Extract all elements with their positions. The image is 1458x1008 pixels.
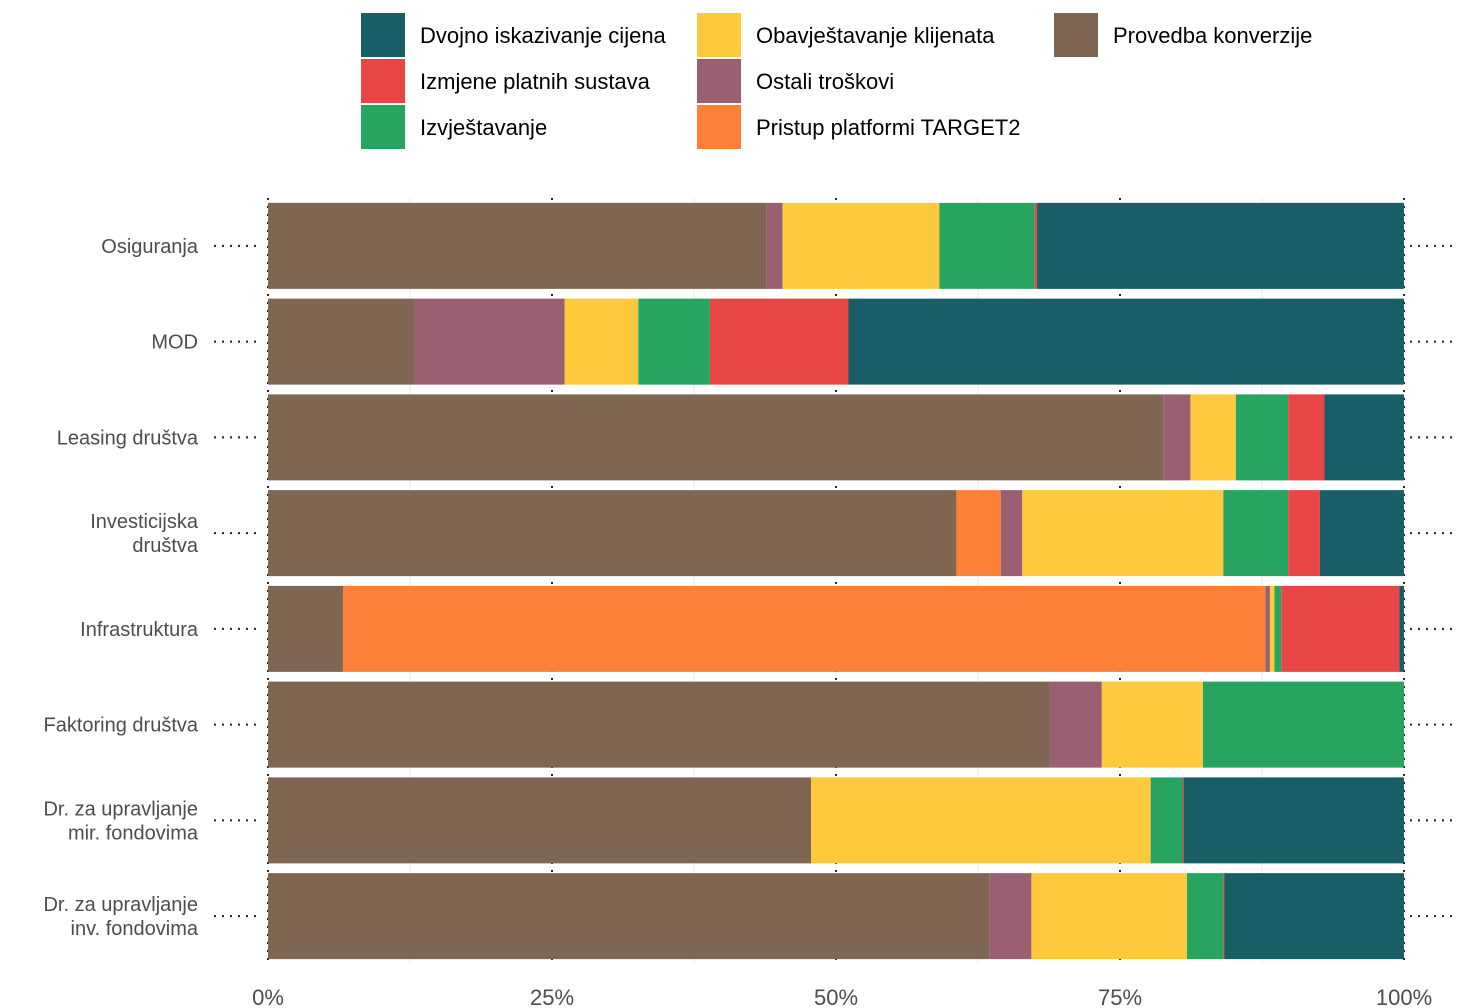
category-label-line: Osiguranja [101,236,199,258]
bar-segment-dvojno-iskazivanje-cijena [1037,202,1404,289]
x-tick-label: 50% [814,985,858,1008]
category-label-line: društva [132,535,198,557]
bar-segment-provedba-konverzije [268,202,767,289]
bar-segment-obavjestavanje-klijenata [811,777,1151,864]
bar-segment-obavjestavanje-klijenata [1190,394,1236,481]
bar-segment-dvojno-iskazivanje-cijena [848,298,1404,385]
bar-segment-ostali-troskovi [1000,490,1023,577]
x-tick-label: 25% [530,985,574,1008]
category-label-line: Dr. za upravljanje [43,798,198,820]
legend: Dvojno iskazivanje cijena Izmjene platnih… [361,13,1312,149]
bar-segment-ostali-troskovi [414,298,565,385]
category-label: MOD [151,332,198,354]
legend-label: Provedba konverzije [1113,23,1312,48]
bar-segment-izmjene-platnih-sustava [1223,873,1225,960]
bar-segment-obavjestavanje-klijenata [782,202,940,289]
bar-segment-izvjestavanje [1202,681,1404,768]
bar-segment-izmjene-platnih-sustava [1182,777,1184,864]
category-label: Dr. za upravljanje mir. fondovima [43,798,198,844]
category-label: Investicijska društva [90,511,199,557]
category-label: Leasing društva [57,427,199,449]
bar-segment-provedba-konverzije [268,681,1050,768]
x-tick-label: 0% [252,985,284,1008]
category-label-line: Investicijska [90,511,199,533]
bar-segment-dvojno-iskazivanje-cijena [1324,394,1404,481]
bar-segment-izmjene-platnih-sustava [1288,394,1325,481]
bar-segment-dvojno-iskazivanje-cijena [1224,873,1404,960]
legend-key-izvjestavanje [361,105,405,149]
legend-key-izmjene-platnih-sustava [361,59,405,103]
bar-segment-provedba-konverzije [268,394,1164,481]
category-label-line: Infrastruktura [80,619,199,641]
bar-segment-obavjestavanje-klijenata [564,298,639,385]
x-tick-label: 75% [1098,985,1142,1008]
bar-segment-ostali-troskovi [1049,681,1102,768]
legend-label: Izmjene platnih sustava [420,69,651,94]
bar-segment-provedba-konverzije [268,873,990,960]
bar-segment-provedba-konverzije [268,585,343,672]
legend-key-provedba-konverzije [1054,13,1098,57]
legend-key-dvojno-iskazivanje-cijena [361,13,405,57]
category-label: Osiguranja [101,236,199,258]
bar-segment-dvojno-iskazivanje-cijena [1183,777,1404,864]
legend-label: Obavještavanje klijenata [756,23,995,48]
axes: Osiguranja MOD Leasing društva Investicijsk… [43,236,1458,1008]
bar-segment-obavjestavanje-klijenata [1031,873,1188,960]
category-label-line: mir. fondovima [68,822,199,844]
bar-segment-izvjestavanje [1235,394,1289,481]
legend-label: Dvojno iskazivanje cijena [420,23,667,48]
legend-label: Izvještavanje [420,115,547,140]
bar-segment-izvjestavanje [1150,777,1183,864]
bar-segment-obavjestavanje-klijenata [1269,585,1275,672]
legend-key-pristup-platformi-target2 [697,105,741,149]
bar-segment-ostali-troskovi [766,202,783,289]
bar-segment-provedba-konverzije [268,777,812,864]
bars [268,202,1404,960]
bar-segment-obavjestavanje-klijenata [1101,681,1203,768]
bar-segment-dvojno-iskazivanje-cijena [1399,585,1404,672]
category-label-line: Leasing društva [57,427,199,449]
bar-segment-pristup-platformi-target2 [342,585,1266,672]
legend-label: Ostali troškovi [756,69,894,94]
bar-segment-izvjestavanje [1274,585,1282,672]
category-label-line: Dr. za upravljanje [43,894,198,916]
bar-segment-izmjene-platnih-sustava [709,298,849,385]
category-label-line: inv. fondovima [71,918,199,940]
bar-segment-izvjestavanje [1223,490,1289,577]
bar-segment-izvjestavanje [638,298,710,385]
bar-segment-provedba-konverzije [268,298,415,385]
bar-segment-izmjene-platnih-sustava [1281,585,1400,672]
category-label: Infrastruktura [80,619,199,641]
legend-key-ostali-troskovi [697,59,741,103]
bar-segment-ostali-troskovi [989,873,1032,960]
bar-segment-ostali-troskovi [1265,585,1270,672]
category-label-line: MOD [151,332,198,354]
bar-segment-provedba-konverzije [268,490,957,577]
bar-segment-izmjene-platnih-sustava [1034,202,1038,289]
x-tick-label: 100% [1376,985,1432,1008]
legend-label: Pristup platformi TARGET2 [756,115,1020,140]
category-label: Faktoring društva [43,715,198,737]
bar-segment-obavjestavanje-klijenata [1022,490,1224,577]
bar-segment-dvojno-iskazivanje-cijena [1319,490,1404,577]
legend-key-obavjestavanje-klijenata [697,13,741,57]
bar-segment-ostali-troskovi [1163,394,1191,481]
bar-segment-izmjene-platnih-sustava [1288,490,1320,577]
category-label: Dr. za upravljanje inv. fondovima [43,894,198,940]
bar-segment-izvjestavanje [1187,873,1224,960]
bar-segment-pristup-platformi-target2 [956,490,1001,577]
category-label-line: Faktoring društva [43,715,198,737]
bar-segment-izvjestavanje [939,202,1035,289]
